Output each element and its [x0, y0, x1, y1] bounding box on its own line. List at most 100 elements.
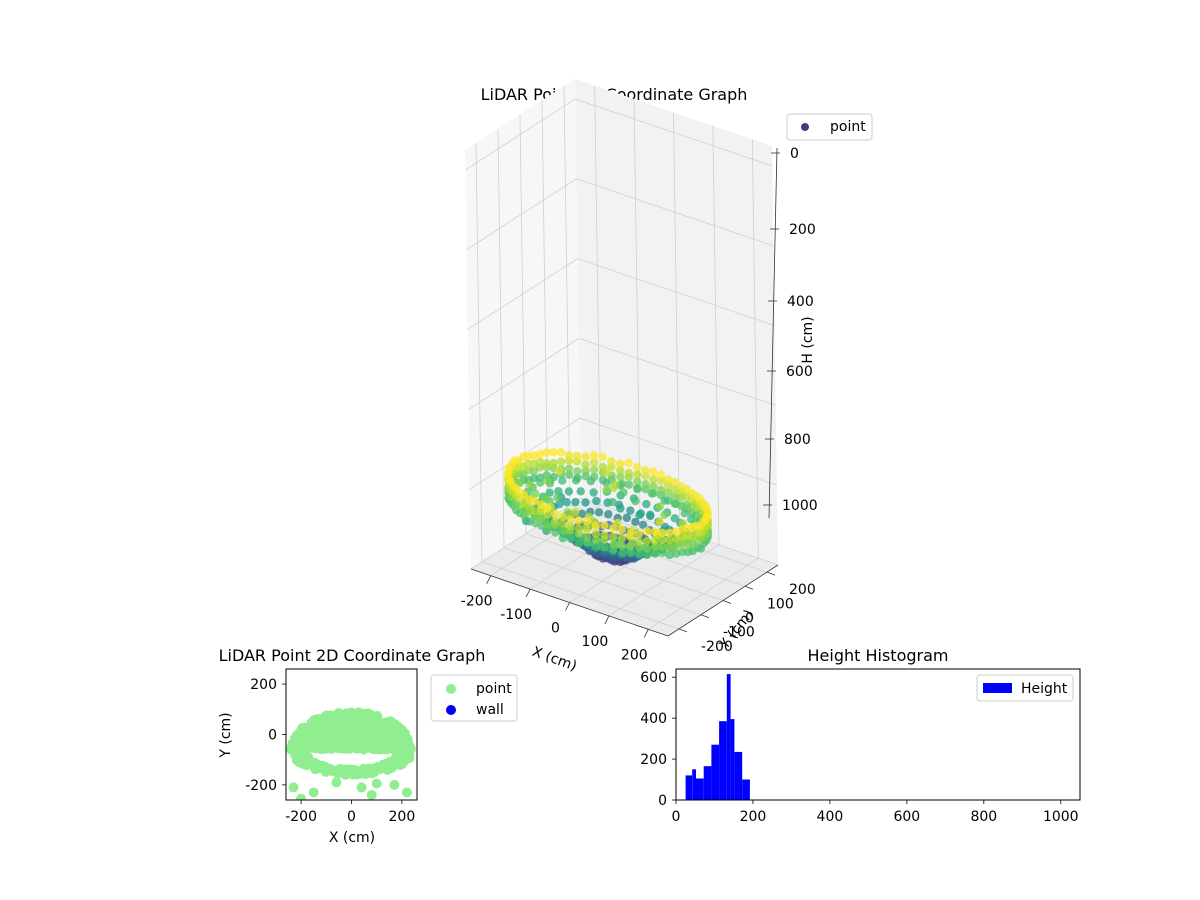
data-point-3d: [581, 452, 590, 461]
data-point-3d: [617, 479, 627, 488]
histogram-bar: [685, 775, 693, 800]
3d-tick-labels: -200-1000100200-200-10001002000200400600…: [461, 146, 818, 663]
data-point-3d: [553, 493, 562, 502]
data-point-2d: [371, 778, 382, 789]
data-point-3d: [525, 502, 534, 511]
histogram-bar: [730, 719, 735, 800]
data-point-3d: [549, 448, 558, 457]
histogram-ticks: 0 200 400 600 800 1000 0 200 400 600: [640, 670, 1078, 825]
data-point-3d: [609, 532, 618, 542]
data-point-3d: [617, 525, 626, 534]
gridline: [712, 125, 720, 545]
data-point-2d: [339, 769, 350, 780]
data-point-3d: [658, 548, 667, 558]
data-point-3d: [551, 528, 560, 537]
data-point-2d: [349, 710, 360, 721]
y-tick-label-3d: -200: [701, 639, 733, 655]
x-tick-label-3d: 200: [621, 647, 648, 663]
data-point-3d: [638, 520, 648, 529]
z-tick-label-3d: 1000: [782, 498, 818, 514]
legend-3d: point: [786, 113, 873, 141]
legend-2d-wall-marker: [446, 705, 456, 715]
data-point-3d: [602, 485, 611, 494]
data-point-3d: [600, 521, 609, 530]
y-tick-3d: [744, 585, 754, 590]
data-point-2d: [402, 733, 413, 744]
x-tick-3d: [486, 575, 492, 584]
x-tick-label-hist: 0: [672, 809, 681, 825]
data-point-3d: [574, 524, 583, 533]
data-point-3d: [617, 548, 627, 558]
data-point-2d: [375, 719, 386, 730]
data-point-3d: [631, 517, 640, 527]
y-tick-label-3d: 200: [789, 582, 816, 598]
data-point-3d: [670, 477, 679, 487]
data-point-3d: [643, 550, 652, 559]
z-axis-label-3d: H (cm): [800, 316, 816, 363]
data-point-3d: [608, 524, 618, 533]
histogram-bar: [696, 778, 704, 800]
data-point-3d: [650, 549, 660, 558]
gridline: [577, 258, 775, 326]
data-point-2d: [296, 749, 307, 760]
data-point-3d: [542, 448, 551, 457]
legend-2d-wall-label: wall: [476, 702, 504, 718]
x-tick-label-2d: 0: [347, 809, 356, 825]
data-point-3d: [558, 526, 567, 535]
data-point-3d: [649, 475, 658, 484]
x-tick-3d: [643, 629, 649, 638]
data-point-3d: [656, 470, 665, 479]
data-point-3d: [649, 482, 658, 491]
y-tick-label-2d: 200: [250, 677, 277, 693]
z-tick-label-3d: 200: [789, 222, 816, 238]
gridline: [467, 258, 578, 330]
x-tick-label-2d: -200: [285, 809, 317, 825]
data-point-3d: [604, 510, 613, 519]
data-point-3d: [624, 480, 634, 489]
data-point-3d: [632, 463, 642, 472]
data-point-3d: [670, 514, 679, 523]
gridline: [576, 178, 774, 247]
chart-2d-title: LiDAR Point 2D Coordinate Graph: [219, 646, 486, 665]
data-point-3d: [566, 514, 575, 524]
data-point-3d: [543, 520, 553, 530]
histogram-title: Height Histogram: [808, 646, 949, 665]
data-point-3d: [562, 498, 571, 507]
x-tick-3d: [525, 588, 531, 598]
data-point-2d: [348, 765, 359, 776]
data-point-3d: [549, 458, 558, 468]
data-point-3d: [581, 460, 590, 469]
data-point-3d: [655, 517, 664, 526]
data-point-3d: [624, 458, 633, 468]
data-point-3d: [664, 488, 673, 497]
data-point-3d: [665, 535, 674, 545]
data-point-3d: [617, 534, 627, 543]
data-point-3d: [609, 540, 618, 549]
legend-histogram-frame: [976, 674, 1074, 702]
data-point-3d: [615, 459, 625, 468]
gridline: [465, 98, 576, 171]
x-tick-label-3d: 0: [551, 621, 560, 637]
data-point-2d: [320, 740, 331, 751]
data-point-3d: [665, 550, 674, 560]
data-point-3d: [616, 504, 625, 513]
data-point-2d: [401, 787, 412, 798]
histogram-bar: [734, 751, 743, 800]
data-point-3d: [530, 506, 540, 516]
data-point-3d: [525, 480, 534, 490]
data-point-3d: [650, 536, 660, 545]
legend-histogram: Height: [976, 674, 1074, 702]
gridline: [466, 178, 577, 251]
gridline: [751, 139, 759, 559]
gridline: [648, 557, 759, 630]
data-point-3d: [647, 489, 656, 498]
data-point-3d: [574, 516, 583, 525]
data-point-3d: [583, 533, 592, 542]
data-point-3d: [671, 527, 681, 536]
plot-frame-histogram: [675, 668, 1081, 801]
histogram-bar: [719, 721, 727, 800]
histogram-bars: [685, 674, 750, 800]
x-tick-label-hist: 200: [740, 809, 767, 825]
data-point-3d: [609, 483, 618, 493]
